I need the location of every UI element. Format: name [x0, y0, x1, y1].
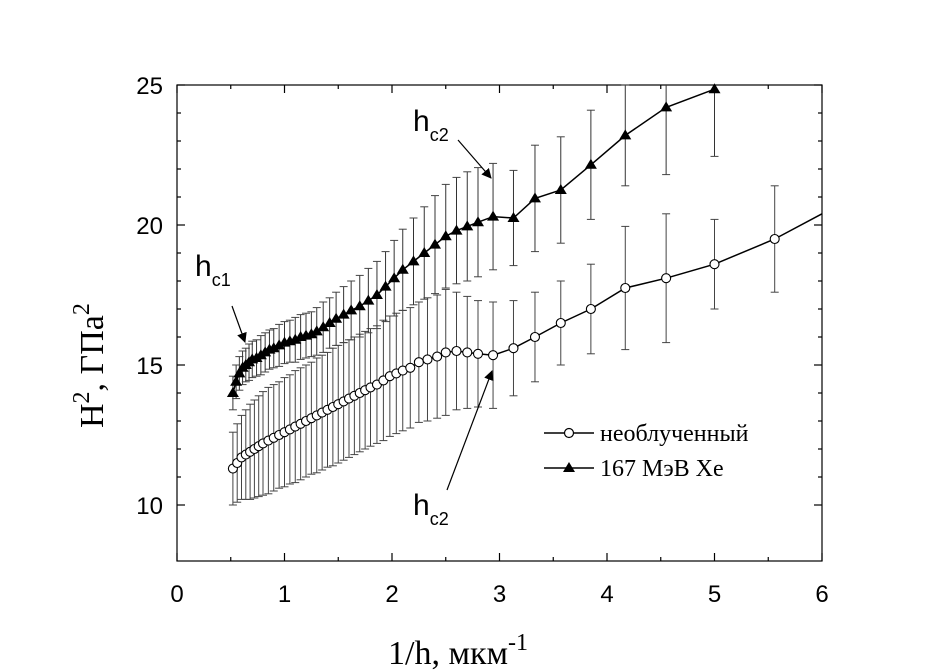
data-point: [323, 317, 336, 327]
data-point: [487, 350, 499, 361]
data-point: [709, 259, 720, 270]
x-tick-label: 4: [600, 581, 613, 608]
data-point: [529, 331, 541, 343]
data-point: [362, 294, 375, 305]
y-tick-label: 20: [136, 213, 163, 240]
data-point: [660, 101, 673, 112]
data-point: [289, 333, 302, 344]
data-point: [451, 345, 462, 357]
axis-ticks: [176, 84, 823, 561]
y-tick-label: 15: [136, 353, 163, 380]
data-point: [555, 317, 566, 329]
x-tick-label: 6: [815, 581, 828, 608]
data-point: [440, 347, 451, 358]
data-point: [273, 339, 286, 350]
y-axis-title: H2, ГПа2: [69, 303, 111, 428]
data-point: [396, 263, 409, 274]
data-point: [379, 280, 392, 291]
x-tick-label: 1: [278, 581, 291, 608]
data-point: [619, 129, 632, 140]
data-point: [462, 347, 473, 358]
data-point: [330, 312, 343, 323]
data-point: [769, 233, 780, 245]
data-point: [370, 289, 383, 299]
data-point: [432, 351, 443, 362]
data-point: [267, 342, 280, 353]
data-point: [345, 304, 358, 315]
x-tick-label: 0: [170, 581, 183, 608]
data-point: [528, 192, 541, 203]
data-point: [337, 308, 350, 319]
annotation-hc1: hc1: [195, 250, 247, 343]
annotation-hc1-label: hc1: [195, 250, 231, 290]
annotation-hc2-lower-arrow: [446, 370, 494, 491]
annotation-hc2-lower: hc2: [413, 370, 494, 529]
y-tick-labels: 10 15 20 25: [136, 73, 163, 520]
annotation-hc2-lower-label: hc2: [413, 489, 449, 529]
y-tick-label: 25: [136, 73, 163, 100]
data-point: [305, 328, 318, 339]
x-tick-label: 2: [385, 581, 398, 608]
annotation-hc1-arrow: [231, 305, 247, 343]
data-point: [407, 255, 420, 266]
series-layer: [226, 83, 823, 506]
annotation-hc2-upper-label: hc2: [413, 105, 449, 145]
x-tick-labels: 0 1 2 3 4 5 6: [170, 581, 828, 608]
series-1: [226, 83, 721, 411]
data-point: [233, 367, 246, 378]
data-point: [708, 83, 721, 94]
data-point: [508, 343, 519, 354]
data-point: [422, 354, 433, 365]
data-point: [472, 348, 484, 359]
x-tick-label: 5: [708, 581, 721, 608]
data-point: [429, 238, 441, 249]
legend-label-unirradiated: необлученный: [600, 421, 749, 447]
data-point: [620, 282, 631, 294]
data-point: [661, 273, 672, 284]
data-point: [507, 212, 520, 222]
data-point: [418, 247, 431, 257]
data-point: [226, 387, 239, 397]
legend: необлученный 167 МэВ Xe: [544, 421, 749, 482]
data-point: [584, 158, 597, 169]
data-point: [405, 362, 416, 373]
data-point: [554, 184, 567, 194]
data-point: [439, 230, 452, 241]
data-point: [388, 272, 401, 283]
data-point: [487, 210, 500, 221]
x-tick-label: 3: [493, 581, 506, 608]
data-point: [461, 220, 474, 231]
legend-label-xe: 167 МэВ Xe: [600, 456, 724, 482]
data-point: [353, 300, 366, 311]
legend-item-xe: 167 МэВ Xe: [544, 456, 724, 482]
data-point: [310, 325, 323, 336]
data-point: [472, 216, 484, 227]
annotation-hc2-upper-arrow: [457, 139, 492, 179]
annotation-hc2-upper: hc2: [413, 105, 492, 179]
data-point: [585, 303, 596, 315]
series-0: [227, 185, 823, 506]
legend-triangle-marker: [563, 462, 575, 472]
legend-item-unirradiated: необлученный: [544, 421, 749, 447]
data-point: [413, 357, 424, 368]
y-tick-label: 10: [136, 493, 163, 520]
data-point: [317, 321, 330, 332]
legend-circle-marker: [563, 427, 575, 439]
x-axis-title: 1/h, мкм-1: [388, 630, 528, 670]
data-point: [450, 224, 463, 235]
data-point: [230, 375, 243, 386]
